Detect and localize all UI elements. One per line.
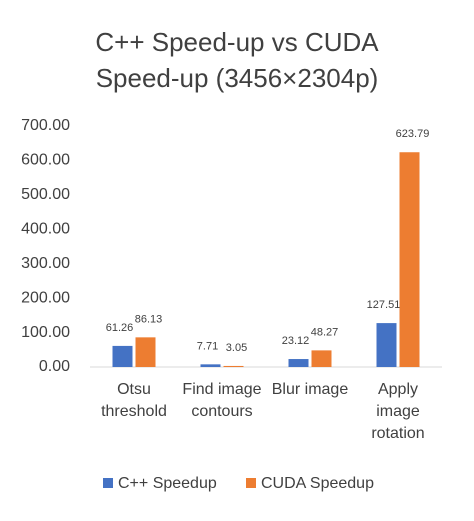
y-tick-label: 100.00 bbox=[21, 324, 70, 341]
data-label: 23.12 bbox=[282, 335, 310, 347]
data-label: 7.71 bbox=[197, 340, 218, 352]
bar bbox=[135, 337, 156, 367]
y-tick-label: 600.00 bbox=[21, 152, 70, 169]
chart-title: C++ Speed-up vs CUDA Speed-up (3456×2304… bbox=[95, 27, 379, 93]
data-label: 86.13 bbox=[135, 313, 163, 325]
x-tick-label: Find image contours bbox=[182, 381, 262, 420]
legend-swatch bbox=[246, 478, 256, 488]
x-tick-label: Otsu threshold bbox=[101, 381, 167, 420]
legend-label: C++ Speedup bbox=[118, 475, 217, 492]
data-label: 61.26 bbox=[106, 322, 134, 334]
legend-swatch bbox=[103, 478, 113, 488]
x-tick-label: Blur image bbox=[271, 381, 349, 398]
y-tick-label: 500.00 bbox=[21, 186, 70, 203]
data-label: 3.05 bbox=[226, 342, 247, 354]
bar bbox=[376, 323, 397, 367]
bar bbox=[223, 365, 244, 367]
bar bbox=[399, 152, 420, 367]
y-tick-label: 0.00 bbox=[39, 358, 70, 375]
x-tick-label: Apply image rotation bbox=[371, 381, 425, 442]
bar bbox=[311, 350, 332, 367]
data-label: 48.27 bbox=[311, 326, 339, 338]
y-tick-label: 200.00 bbox=[21, 289, 70, 306]
y-tick-label: 400.00 bbox=[21, 221, 70, 238]
data-label: 127.51 bbox=[367, 299, 401, 311]
bar bbox=[288, 359, 309, 367]
legend-label: CUDA Speedup bbox=[261, 475, 374, 492]
y-tick-label: 300.00 bbox=[21, 255, 70, 272]
bar bbox=[112, 345, 133, 367]
data-label: 623.79 bbox=[396, 128, 430, 140]
y-tick-label: 700.00 bbox=[21, 117, 70, 134]
bar bbox=[200, 364, 221, 367]
